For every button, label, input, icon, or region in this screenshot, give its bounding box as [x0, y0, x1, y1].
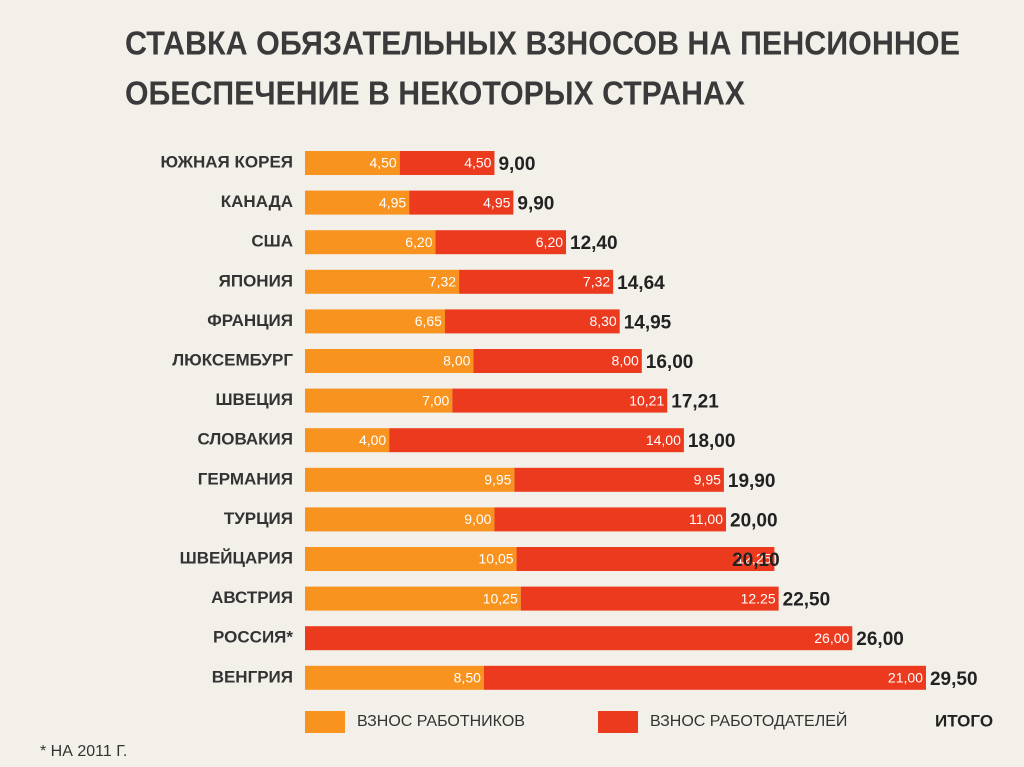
value-label: 7,32: [429, 274, 456, 290]
value-label: 8,00: [612, 353, 639, 369]
bar-segment: [305, 428, 390, 453]
category-label: ФРАНЦИЯ: [207, 311, 293, 330]
bar-segment: [444, 309, 620, 334]
value-label: 10,25: [483, 590, 518, 606]
bar-segment: [399, 151, 495, 175]
total-label: 17,21: [671, 392, 719, 413]
total-label: 19,90: [728, 471, 776, 492]
value-label: 10,21: [629, 392, 664, 408]
category-label: ЯПОНИЯ: [219, 271, 293, 290]
bar-segment: [305, 388, 453, 413]
category-label: ЛЮКСЕМБУРГ: [172, 350, 293, 369]
bar-segment: [459, 269, 614, 294]
bar-segment: [305, 349, 474, 373]
total-label: 12,40: [570, 233, 618, 254]
value-label: 12.25: [741, 590, 776, 606]
legend-label: ВЗНОС РАБОТОДАТЕЛЕЙ: [650, 711, 847, 730]
total-label: 29,50: [930, 669, 978, 690]
value-label: 9,95: [484, 472, 511, 488]
legend-total: ИТОГО: [935, 711, 993, 730]
legend-swatch: [598, 711, 638, 733]
bar-segment: [494, 507, 726, 532]
bar-segment: [389, 428, 684, 453]
bar-segment: [305, 230, 436, 255]
total-label: 9,00: [498, 154, 535, 175]
category-label: СЛОВАКИЯ: [197, 430, 293, 449]
bar-segment: [305, 190, 410, 215]
total-label: 9,90: [517, 194, 554, 215]
value-label: 11,00: [689, 511, 723, 527]
value-label: 6,20: [405, 234, 432, 250]
chart-title: ОБЕСПЕЧЕНИЕ В НЕКОТОРЫХ СТРАНАХ: [125, 75, 745, 112]
category-label: ЮЖНАЯ КОРЕЯ: [161, 152, 293, 171]
value-label: 21,00: [888, 670, 923, 686]
value-label: 4,00: [359, 432, 386, 448]
bar-segment: [452, 388, 668, 413]
value-label: 26,00: [814, 630, 849, 646]
value-label: 4,95: [379, 194, 406, 210]
total-label: 14,95: [624, 312, 672, 333]
total-label: 16,00: [646, 352, 694, 373]
bar-segment: [473, 349, 642, 373]
category-label: РОССИЯ*: [213, 628, 293, 647]
total-label: 14,64: [617, 273, 665, 294]
legend-label: ВЗНОС РАБОТНИКОВ: [357, 713, 525, 730]
total-label: 18,00: [688, 431, 736, 452]
bar-segment: [305, 547, 517, 571]
total-label: 22,50: [783, 590, 831, 611]
bar-segment: [305, 151, 400, 175]
category-label: ШВЕЦИЯ: [215, 390, 293, 409]
category-label: ТУРЦИЯ: [224, 509, 293, 528]
category-label: США: [251, 232, 293, 251]
category-label: ШВЕЙЦАРИЯ: [180, 548, 293, 567]
category-label: КАНАДА: [221, 192, 293, 211]
total-label: 20,10: [732, 550, 780, 571]
bar-segment: [409, 190, 514, 215]
legend-swatch: [305, 711, 345, 733]
value-label: 12,25: [736, 551, 771, 567]
bar-segment: [514, 467, 724, 492]
bar-segment: [305, 467, 515, 492]
category-label: ВЕНГРИЯ: [212, 667, 293, 686]
value-label: 4,95: [483, 194, 510, 210]
value-label: 6,65: [415, 313, 442, 329]
value-label: 8,50: [454, 670, 481, 686]
value-label: 9,95: [694, 472, 721, 488]
bar-segment: [305, 507, 495, 532]
footnote: * НА 2011 Г.: [40, 743, 127, 760]
bar-segment: [305, 665, 484, 690]
value-label: 7,32: [583, 274, 610, 290]
bar-segment: [516, 547, 775, 571]
value-label: 4,50: [464, 155, 491, 171]
chart-title: СТАВКА ОБЯЗАТЕЛЬНЫХ ВЗНОСОВ НА ПЕНСИОННО…: [125, 25, 960, 62]
category-label: ГЕРМАНИЯ: [198, 469, 293, 488]
bar-segment: [305, 626, 853, 651]
value-label: 6,20: [536, 234, 563, 250]
bar-segment: [483, 665, 926, 690]
bar-segment: [305, 309, 445, 334]
bar-segment: [520, 586, 779, 611]
total-label: 20,00: [730, 510, 778, 531]
value-label: 4,50: [369, 155, 396, 171]
value-label: 8,00: [443, 353, 470, 369]
total-label: 26,00: [856, 629, 904, 650]
category-label: АВСТРИЯ: [211, 588, 293, 607]
value-label: 9,00: [464, 511, 491, 527]
value-label: 14,00: [646, 432, 681, 448]
value-label: 8,30: [589, 313, 616, 329]
value-label: 7,00: [422, 392, 449, 408]
value-label: 10,05: [479, 551, 514, 567]
bar-segment: [435, 230, 567, 255]
bar-segment: [305, 269, 460, 294]
bar-segment: [305, 586, 521, 611]
